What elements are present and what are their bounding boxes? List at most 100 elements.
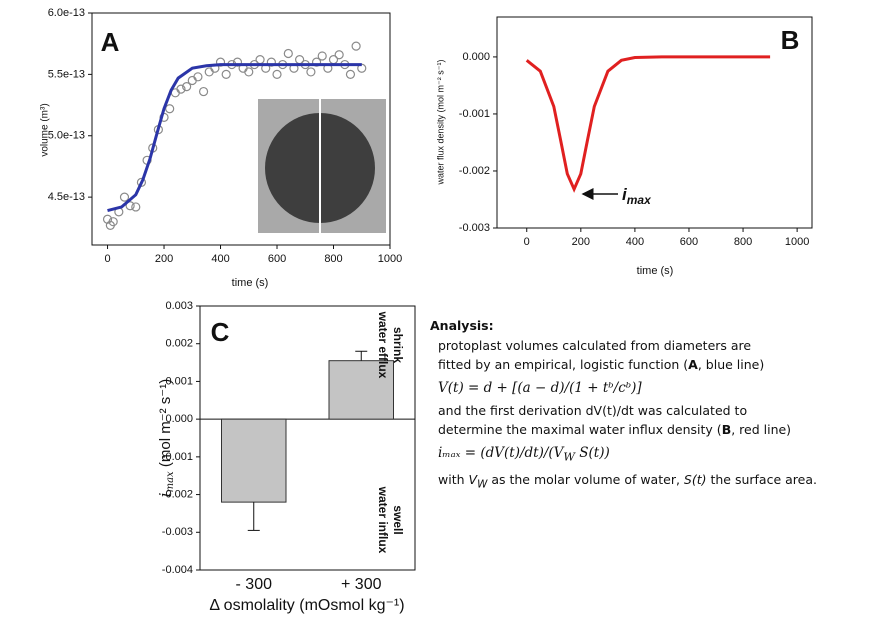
data-point [125,201,135,211]
annotation: water efflux [376,311,390,379]
y-tick-label: -0.003 [162,526,193,538]
data-point [204,67,214,77]
panel-label: A [101,27,120,57]
y-tick-label: 4.5e-13 [48,191,85,203]
y-tick-label: 5.0e-13 [48,130,85,142]
x-tick-label: 800 [324,253,342,265]
x-tick-label: - 300 [236,576,273,593]
x-tick-label: + 300 [341,576,382,593]
plot-frame [91,12,391,246]
data-point [266,57,276,67]
y-tick-label: -0.003 [459,222,490,234]
text: and the first derivation dV(t)/dt was ca… [438,402,748,418]
unit: (mol m⁻² s⁻¹) [157,379,174,471]
formula: iₘₐₓ = (dV(t)/dt)/(VW S(t)) [430,440,880,471]
text: protoplast volumes calculated from diame… [438,337,752,353]
text: fitted by an empirical, logistic functio… [438,357,689,372]
text: the surface area. [706,472,817,488]
panel-label: B [781,25,800,55]
text: V(t) = d + [(a − d)/(1 + tᵇ/cᵇ)] [438,379,642,396]
data-point [193,72,203,82]
annotation: imax [622,185,652,207]
x-tick-label: 600 [268,253,286,265]
data-point [232,57,243,67]
x-tick-label: 200 [572,236,590,248]
x-tick-label: 800 [734,236,752,248]
text: W [477,478,488,491]
data-point [311,57,322,67]
x-tick-label: 0 [524,236,530,248]
subscript: max [627,193,652,207]
flux-line [525,55,771,193]
x-tick-label: 1000 [378,253,402,265]
x-tick-label: 400 [211,253,229,265]
annotation: water influx [376,486,390,554]
bar [328,360,394,420]
symbol: i [156,492,174,497]
data-point [283,48,293,59]
y-tick-label: -0.001 [162,451,193,463]
x-tick-label: 600 [680,236,698,248]
x-tick-label: 0 [104,253,110,265]
data-point [244,67,254,77]
data-point [334,50,344,60]
y-tick-label: 5.5e-13 [48,68,85,80]
data-point [176,84,186,94]
data-point [221,69,231,79]
y-tick-label: -0.001 [459,108,490,120]
data-point [255,55,265,65]
text: W [563,450,575,464]
panel: 0.000 -0.001 -0.002 -0.003 0 200 400 600 800 1000… [435,16,813,277]
y-tick-label: 0.000 [462,51,490,63]
plot-frame [496,16,813,229]
annotation: swell [391,505,405,534]
data-point [182,82,192,92]
data-point [345,69,356,79]
x-tick-label: 400 [626,236,644,248]
analysis-line: fitted by an empirical, logistic functio… [430,355,880,375]
y-tick-label: 0.002 [165,338,193,350]
text: S(t) [683,472,707,488]
bar [221,418,287,503]
y-tick-label: 0.000 [165,413,193,425]
text: S(t)) [579,444,610,461]
text: as the molar volume of water, [487,472,684,488]
panel: 0.003 0.002 0.001 0.000 -0.001 -0.002 -0.003 -0… [156,300,416,614]
analysis-line: and the first derivation dV(t)/dt was ca… [430,401,880,421]
formula: V(t) = d + [(a − d)/(1 + tᵇ/cᵇ)] [430,375,880,401]
fit-line [107,63,362,213]
y-tick-label: 0.001 [165,375,193,387]
x-tick-label: 1000 [785,236,809,248]
y-axis-label: water flux density (mol m⁻² s⁻¹) [435,59,445,185]
text: B [721,422,732,437]
data-point [119,192,130,202]
text: , blue line) [697,357,765,372]
text: iₘₐₓ = (dV(t)/dt)/(V [438,444,564,461]
data-point [317,51,327,61]
data-point [198,86,209,97]
data-point [136,177,147,187]
annotation: shrink [391,327,405,363]
data-point [187,75,197,86]
y-tick-label: -0.002 [459,165,490,177]
x-axis-label: time (s) [637,265,674,277]
data-point [272,69,282,79]
analysis-line: determine the maximal water influx densi… [430,420,880,440]
y-tick-label: -0.002 [162,488,193,500]
text: with [438,472,469,488]
data-point [306,67,316,77]
text: determine the maximal water influx densi… [438,422,722,437]
analysis-line: protoplast volumes calculated from diame… [430,336,880,356]
subscript: max [165,471,176,492]
y-axis-label: imax (mol m⁻² s⁻¹) [156,379,176,497]
plot-frame [199,305,416,571]
x-tick-label: 200 [155,253,173,265]
data-point [131,202,141,212]
y-tick-label: 0.003 [165,300,193,312]
data-point [351,41,361,51]
analysis-line: with VW as the molar volume of water, S(… [430,470,880,495]
symbol: i [622,185,628,204]
panel-label: C [211,317,230,347]
